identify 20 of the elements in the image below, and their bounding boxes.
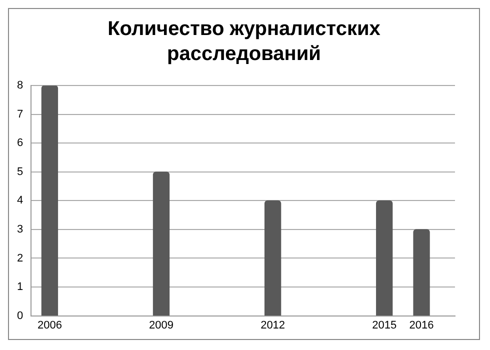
y-tick-label: 2 xyxy=(16,252,24,264)
y-tick-label: 4 xyxy=(16,194,24,207)
y-tick-label: 5 xyxy=(16,166,24,178)
bar xyxy=(152,172,170,316)
bar xyxy=(413,229,430,316)
bar xyxy=(376,200,393,316)
y-tick-label: 1 xyxy=(16,281,24,294)
y-tick-label: 0 xyxy=(16,310,24,322)
y-tick-label: 3 xyxy=(16,224,24,236)
y-tick-label: 7 xyxy=(16,108,24,120)
x-tick-label: 2006 xyxy=(37,319,62,332)
bar xyxy=(41,86,58,316)
bar xyxy=(264,200,282,316)
x-tick-label: 2016 xyxy=(409,319,434,332)
x-tick-label: 2015 xyxy=(372,319,397,332)
y-tick-label: 6 xyxy=(16,137,24,150)
chart-title: Количество журналистских расследований xyxy=(106,17,382,67)
x-tick-label: 2009 xyxy=(149,319,174,332)
y-tick-label: 8 xyxy=(16,80,24,92)
x-tick-label: 2012 xyxy=(260,319,286,332)
